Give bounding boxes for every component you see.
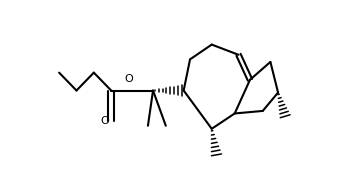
- Text: O: O: [100, 116, 109, 126]
- Text: O: O: [124, 74, 133, 84]
